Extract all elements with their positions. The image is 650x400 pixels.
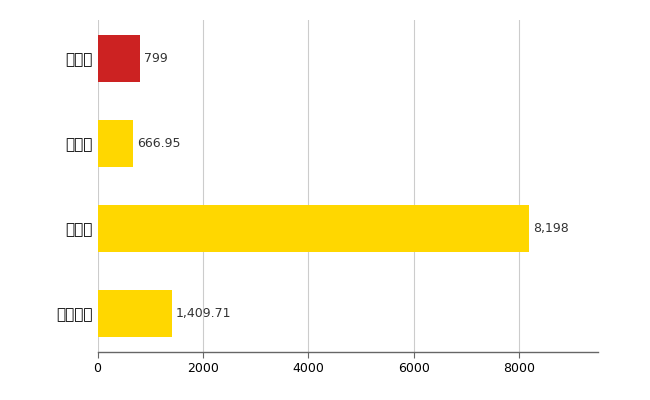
Text: 1,409.71: 1,409.71: [176, 307, 231, 320]
Text: 799: 799: [144, 52, 168, 65]
Bar: [98, 120, 133, 167]
Bar: [98, 205, 529, 252]
Bar: [98, 35, 140, 82]
Text: 666.95: 666.95: [137, 137, 180, 150]
Bar: [98, 290, 172, 337]
Text: 8,198: 8,198: [534, 222, 569, 235]
